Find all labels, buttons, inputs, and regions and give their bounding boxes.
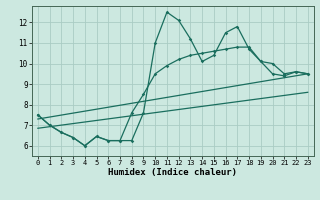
X-axis label: Humidex (Indice chaleur): Humidex (Indice chaleur) — [108, 168, 237, 177]
